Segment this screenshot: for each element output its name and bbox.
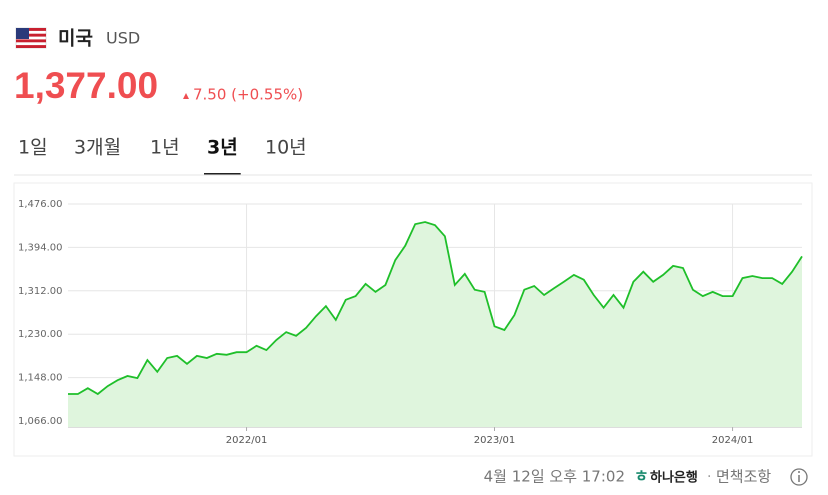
chart: 1,066.00 1,148.00 1,230.00 1,312.00 1,394.00… [18,199,803,446]
tab[interactable]: 3개월 [74,137,121,159]
info-icon[interactable] [790,468,808,486]
info-icon-dot [798,471,800,473]
disclaimer[interactable]: 면책조항 [716,468,771,486]
y-tick-label: 1,066.00 [18,416,63,427]
bank: 하나은행 [650,470,698,486]
chart-frame [13,182,813,457]
timestamp: 4월 12일 오후 17:02 [484,468,625,486]
price: 1,377.00 [14,65,158,106]
tab[interactable]: 1년 [150,137,180,159]
y-tick-label: 1,230.00 [18,329,63,340]
x-tick-label: 2023/01 [474,435,516,446]
y-tick-label: 1,394.00 [18,242,63,253]
flag [15,27,47,49]
line [68,221,803,396]
tabs: 1일 3개월 1년 3년 10년 [18,137,307,175]
up-arrow [183,93,189,99]
bank-logo: ㅎ [634,467,649,486]
currency: USD [106,29,140,48]
tab[interactable]: 1일 [18,137,48,159]
separator: · [707,469,711,485]
x-tick-label: 2022/01 [226,435,268,446]
x-tick-label: 2024/01 [712,435,754,446]
y-tick-label: 1,476.00 [18,199,63,210]
y-tick-label: 1,312.00 [18,286,63,297]
country: 미국 [58,28,93,50]
area-fill [68,222,802,427]
y-tick-label: 1,148.00 [18,373,63,384]
tab[interactable]: 10년 [265,137,307,159]
change: 7.50 (+0.55%) [193,86,303,104]
tab[interactable]: 3년 [207,137,238,159]
